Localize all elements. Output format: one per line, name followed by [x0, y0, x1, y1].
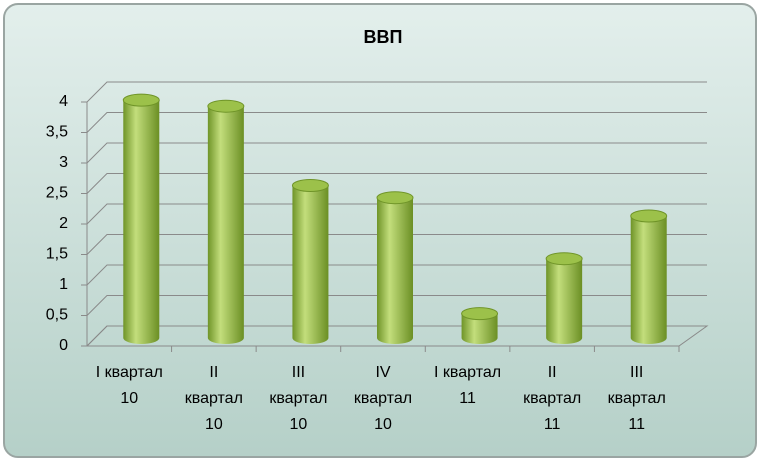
grid-line [86, 142, 707, 164]
bar-body [546, 258, 583, 344]
y-tick-label: 1 [59, 276, 68, 293]
bar-top [545, 252, 583, 266]
grid-line [86, 325, 707, 347]
grid-line [86, 173, 707, 194]
bar-body [377, 197, 413, 344]
bar-body [292, 185, 329, 344]
x-tick-label: I квартал 11 [434, 364, 502, 407]
y-tick-label: 3,5 [46, 124, 68, 141]
bar-body [207, 106, 244, 344]
grid-line [86, 81, 707, 103]
grid-line [86, 112, 707, 133]
bar-top [630, 209, 668, 223]
grid-line [86, 234, 707, 255]
x-tick-label: II квартал 10 [184, 364, 243, 433]
x-tick-label: III квартал 11 [607, 364, 666, 433]
bar [376, 191, 414, 344]
bar-top [207, 99, 245, 113]
x-tick-label: III квартал 10 [269, 364, 328, 433]
chart-title: ВВП [364, 27, 403, 47]
bar [207, 99, 245, 344]
bar [122, 93, 160, 344]
bar-body [461, 313, 498, 344]
bar-top [122, 93, 160, 107]
bar-top [376, 191, 414, 205]
bar [461, 307, 499, 344]
bar [630, 209, 668, 344]
bar [545, 252, 583, 344]
x-tick-label: I квартал 10 [95, 364, 163, 407]
x-tick-label: IV квартал 10 [353, 364, 413, 433]
bar-top [461, 307, 499, 321]
bar-body [123, 100, 160, 344]
grid-line [86, 264, 707, 286]
y-tick-label: 2,5 [46, 185, 68, 202]
x-tick-label: II квартал 11 [523, 364, 582, 433]
y-tick-label: 3 [59, 154, 68, 171]
bar-body [630, 216, 667, 344]
y-tick-label: 0 [59, 337, 68, 354]
bar [291, 179, 329, 344]
grid-line [86, 203, 707, 225]
y-tick-label: 4 [59, 93, 68, 110]
y-tick-label: 2 [59, 215, 68, 232]
y-tick-label: 0,5 [46, 307, 68, 324]
grid-line [86, 295, 707, 316]
bar-top [291, 179, 329, 192]
y-tick-label: 1,5 [46, 246, 68, 263]
